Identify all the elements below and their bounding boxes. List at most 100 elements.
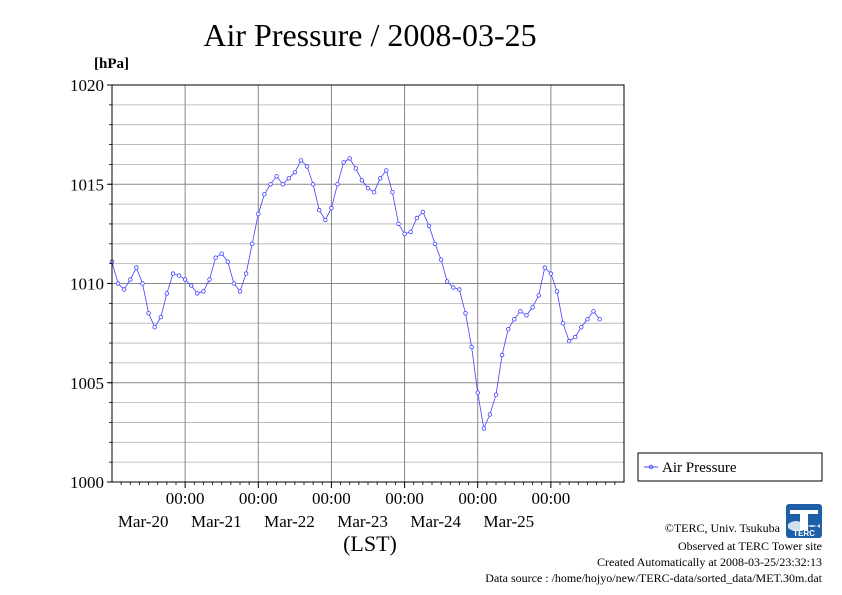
footer-copyright: ©TERC, Univ. Tsukuba [665, 521, 781, 535]
data-point [201, 289, 206, 294]
x-tick-date-label: Mar-22 [264, 512, 315, 531]
x-tick-time-label: 00:00 [458, 489, 497, 508]
logo-tower-icon [790, 510, 818, 530]
data-point [506, 327, 511, 332]
data-point [487, 412, 493, 417]
footer-observed: Observed at TERC Tower site [678, 539, 822, 553]
logo-text: TERC [793, 529, 815, 538]
data-point [536, 293, 541, 298]
data-point [280, 182, 285, 187]
legend-label: Air Pressure [662, 460, 737, 476]
x-tick-time-label: 00:00 [239, 489, 278, 508]
x-tick-time-label: 00:00 [385, 489, 424, 508]
data-point [542, 265, 547, 270]
data-point [310, 182, 316, 187]
data-point [128, 277, 133, 282]
data-point [512, 317, 517, 322]
data-point [524, 313, 529, 318]
x-tick-date-label: Mar-25 [484, 512, 535, 531]
data-point [268, 182, 273, 187]
grid [112, 85, 624, 482]
data-point [195, 291, 200, 296]
x-tick-time-label: 00:00 [312, 489, 351, 508]
data-point [390, 189, 395, 195]
data-point [438, 257, 444, 262]
data-point [317, 207, 322, 213]
y-tick-label: 1005 [70, 374, 104, 393]
data-point [182, 277, 188, 282]
data-point [499, 352, 505, 358]
data-point [445, 279, 450, 284]
x-tick-time-label: 00:00 [531, 489, 570, 508]
data-point [359, 178, 365, 183]
data-point [231, 281, 237, 286]
data-point [347, 156, 352, 161]
data-point [225, 259, 230, 264]
data-point [554, 289, 560, 294]
x-axis: 00:00 Mar-20 00:00 Mar-21 00:00 Mar-22 00:00 Ma… [118, 482, 616, 531]
data-point [426, 223, 432, 229]
data-point [164, 291, 170, 296]
data-point [243, 271, 249, 276]
data-point [335, 182, 340, 187]
data-point [378, 176, 383, 181]
data-point [451, 285, 456, 290]
data-point [579, 325, 584, 330]
y-tick-label: 1015 [70, 175, 104, 194]
data-point [365, 185, 371, 191]
y-tick-label: 1020 [70, 76, 104, 95]
data-point [457, 287, 462, 292]
data-point [304, 164, 310, 169]
data-point [323, 217, 328, 223]
y-tick-label: 1000 [70, 473, 104, 492]
data-point [408, 229, 413, 235]
data-point [207, 277, 212, 282]
data-point [140, 281, 145, 286]
x-tick-date-label: Mar-24 [410, 512, 461, 531]
data-point [249, 241, 255, 246]
x-axis-label: (LST) [343, 531, 397, 556]
data-point [402, 231, 407, 237]
data-point [371, 189, 377, 195]
data-point [152, 325, 157, 330]
data-point [170, 271, 176, 276]
data-point [146, 311, 151, 316]
data-point [585, 317, 590, 322]
data-point [469, 344, 474, 350]
legend-box [637, 452, 823, 482]
data-point [341, 160, 346, 165]
data-point [548, 271, 554, 276]
data-point [481, 426, 486, 431]
data-point [353, 166, 358, 171]
data-point [420, 209, 426, 215]
series-air-pressure [109, 156, 602, 431]
data-point [237, 289, 243, 294]
x-tick-time-label: 00:00 [166, 489, 205, 508]
data-point [188, 283, 194, 288]
x-tick-date-label: Mar-21 [191, 512, 242, 531]
logo-wave-icon [788, 521, 820, 531]
data-point [463, 311, 468, 316]
data-point [329, 205, 334, 211]
legend: Air Pressure [637, 452, 823, 482]
data-point [292, 170, 298, 175]
data-point [384, 168, 389, 173]
data-point [213, 255, 218, 260]
data-point [573, 334, 578, 340]
y-axis-unit: [hPa] [94, 56, 129, 72]
data-point [396, 221, 401, 227]
data-point [286, 176, 291, 181]
data-point [134, 265, 139, 270]
data-point [518, 309, 523, 314]
data-point [298, 158, 304, 163]
data-point [256, 211, 261, 217]
footer-created: Created Automatically at 2008-03-25/23:3… [597, 555, 822, 569]
footer-source: Data source : /home/hojyo/new/TERC-data/… [485, 571, 822, 585]
data-point [414, 215, 419, 221]
y-axis: 1000 1005 1010 1015 1020 [70, 76, 112, 492]
data-point [493, 392, 499, 397]
x-tick-date-label: Mar-20 [118, 512, 169, 531]
chart-title: Air Pressure / 2008-03-25 [203, 17, 536, 53]
terc-logo: TERC [786, 504, 822, 538]
